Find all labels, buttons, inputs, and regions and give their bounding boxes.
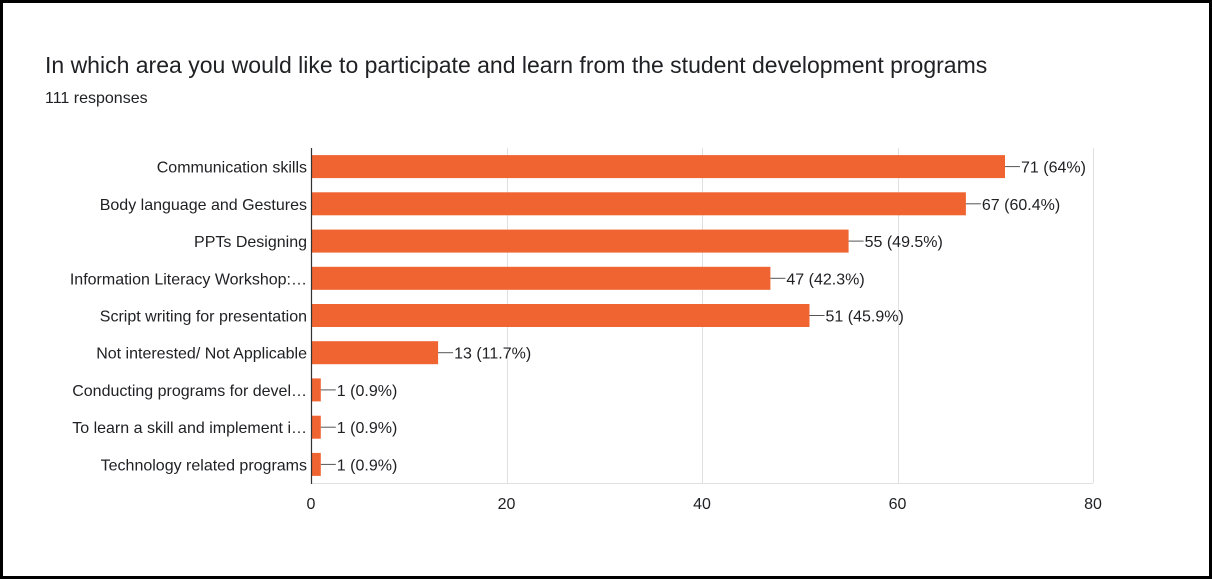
data-label-3: 47 (42.3%): [786, 271, 864, 288]
chart-title: In which area you would like to particip…: [45, 52, 988, 78]
x-tick-label-20: 20: [498, 496, 516, 513]
category-label-1: Body language and Gestures: [100, 197, 307, 214]
category-label-6: Conducting programs for devel…: [72, 383, 307, 400]
category-label-7: To learn a skill and implement i…: [72, 420, 307, 437]
bar-8: [311, 452, 321, 476]
bar-2: [311, 229, 849, 253]
bar-7: [311, 415, 321, 439]
category-label-2: PPTs Designing: [194, 234, 307, 251]
bar-5: [311, 341, 439, 365]
category-label-8: Technology related programs: [101, 457, 307, 474]
bar-6: [311, 378, 321, 402]
bar-0: [311, 155, 1005, 179]
data-label-2: 55 (49.5%): [865, 234, 943, 251]
data-label-8: 1 (0.9%): [337, 457, 397, 474]
response-count: 111 responses: [45, 90, 148, 107]
x-tick-label-40: 40: [693, 496, 711, 513]
x-tick-label-60: 60: [889, 496, 907, 513]
bar-4: [311, 304, 810, 327]
category-label-4: Script writing for presentation: [100, 309, 307, 326]
data-label-5: 13 (11.7%): [454, 346, 531, 363]
x-tick-label-80: 80: [1084, 496, 1102, 513]
data-label-0: 71 (64%): [1021, 160, 1086, 177]
bar-3: [311, 266, 771, 290]
x-tick-label-0: 0: [307, 496, 316, 513]
bar-1: [311, 192, 966, 216]
category-label-5: Not interested/ Not Applicable: [96, 346, 307, 363]
data-label-7: 1 (0.9%): [337, 420, 397, 437]
data-label-1: 67 (60.4%): [982, 197, 1060, 214]
category-label-0: Communication skills: [157, 160, 307, 177]
data-label-4: 51 (45.9%): [826, 309, 904, 326]
data-label-6: 1 (0.9%): [337, 383, 397, 400]
category-label-3: Information Literacy Workshop:…: [70, 271, 307, 288]
